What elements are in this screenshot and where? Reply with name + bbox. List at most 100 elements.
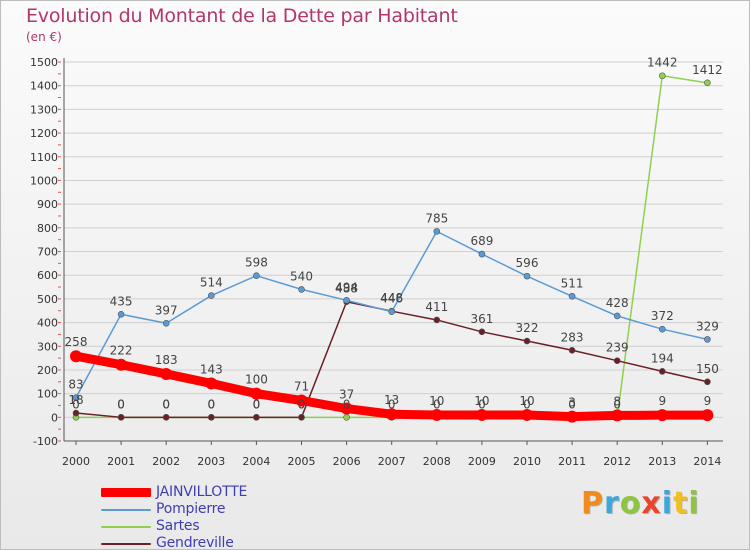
data-label: 0 [523, 397, 531, 411]
data-label: 9 [704, 394, 712, 408]
x-tick-label: 2008 [423, 455, 451, 468]
y-tick-label: 500 [37, 293, 58, 306]
data-point [162, 319, 170, 327]
data-point [208, 414, 215, 421]
data-label: 10 [429, 394, 444, 408]
data-label: 0 [162, 397, 170, 411]
data-label: 10 [519, 394, 534, 408]
data-label: 0 [478, 397, 486, 411]
data-label: 0 [343, 397, 351, 411]
data-point [340, 402, 353, 415]
y-tick-label: 900 [37, 198, 58, 211]
y-tick-label: 1000 [30, 174, 58, 187]
data-label: 435 [110, 294, 133, 308]
y-tick-label: 1100 [30, 151, 58, 164]
x-tick-label: 2004 [242, 455, 270, 468]
data-label: 322 [516, 321, 539, 335]
data-point [704, 79, 711, 87]
data-label: 0 [162, 397, 170, 411]
data-label: 511 [561, 276, 584, 290]
x-tick-label: 2005 [288, 455, 316, 468]
data-point [117, 414, 125, 421]
data-label: 397 [155, 303, 178, 317]
data-label: 0 [72, 397, 80, 411]
legend-swatch [101, 543, 151, 545]
data-point [478, 328, 486, 336]
data-point [658, 325, 666, 333]
data-point [704, 336, 711, 343]
legend-label: Sartes [156, 518, 200, 534]
data-label: 0 [388, 397, 396, 411]
logo-letter: r [604, 486, 620, 521]
data-point [295, 394, 308, 407]
legend-label: JAINVILLOTTE [156, 484, 248, 500]
data-point [162, 414, 170, 421]
data-label: 239 [606, 341, 629, 355]
data-point [523, 337, 531, 345]
data-point [611, 409, 624, 422]
data-point [568, 346, 576, 354]
data-point [475, 408, 488, 421]
data-label: 143 [200, 362, 223, 376]
data-label: 194 [651, 351, 674, 365]
data-point [343, 414, 350, 421]
logo-letter: P [581, 486, 604, 521]
data-point [253, 414, 260, 421]
y-tick-label: 200 [37, 364, 58, 377]
data-label: 222 [110, 344, 133, 358]
data-label: 150 [696, 362, 719, 376]
data-point [656, 409, 669, 422]
data-label: 372 [651, 309, 674, 323]
data-label: 10 [474, 394, 489, 408]
legend-label: Pompierre [156, 501, 226, 517]
chart-title: Evolution du Montant de la Dette par Hab… [26, 5, 458, 27]
y-tick-label: 1500 [30, 56, 58, 69]
data-point [658, 72, 666, 80]
y-tick-label: 700 [37, 246, 58, 259]
x-tick-label: 2001 [107, 455, 135, 468]
y-tick-label: 1400 [30, 80, 58, 93]
x-tick-label: 2011 [558, 455, 586, 468]
data-point [250, 387, 263, 400]
logo-letter: i [688, 486, 700, 521]
legend-swatch [101, 526, 151, 528]
y-tick-label: 1300 [30, 103, 58, 116]
data-point [701, 409, 714, 422]
data-point [253, 272, 260, 279]
x-tick-label: 2009 [468, 455, 496, 468]
data-label: 100 [245, 373, 268, 387]
data-point [613, 312, 621, 320]
logo-letter: t [673, 486, 689, 521]
y-tick-label: 100 [37, 388, 58, 401]
legend-swatch [101, 509, 151, 511]
x-tick-label: 2000 [62, 455, 90, 468]
data-label: 428 [606, 296, 629, 310]
legend-swatch [101, 488, 151, 497]
data-label: 0 [117, 397, 125, 411]
data-point [72, 409, 80, 417]
data-point [385, 408, 398, 421]
x-tick-label: 2010 [513, 455, 541, 468]
legend-label: Gendreville [156, 535, 234, 550]
data-label: 0 [298, 397, 306, 411]
y-tick-label: 300 [37, 340, 58, 353]
data-label: 0 [207, 397, 215, 411]
y-tick-label: -100 [33, 435, 58, 448]
data-label: 13 [384, 393, 399, 407]
y-tick-label: 0 [51, 411, 58, 424]
y-tick-label: 800 [37, 222, 58, 235]
x-tick-label: 2006 [333, 455, 361, 468]
data-label: 37 [339, 388, 354, 402]
data-label: 0 [253, 397, 261, 411]
data-label: 0 [433, 397, 441, 411]
data-label: 0 [298, 397, 306, 411]
logo-letter: o [619, 486, 642, 521]
data-point [433, 228, 441, 235]
data-point [298, 414, 305, 421]
data-label: 329 [696, 319, 719, 333]
data-label: 0 [117, 397, 125, 411]
data-point [521, 408, 533, 421]
data-label: 785 [425, 211, 448, 225]
data-label: 1412 [692, 63, 723, 77]
